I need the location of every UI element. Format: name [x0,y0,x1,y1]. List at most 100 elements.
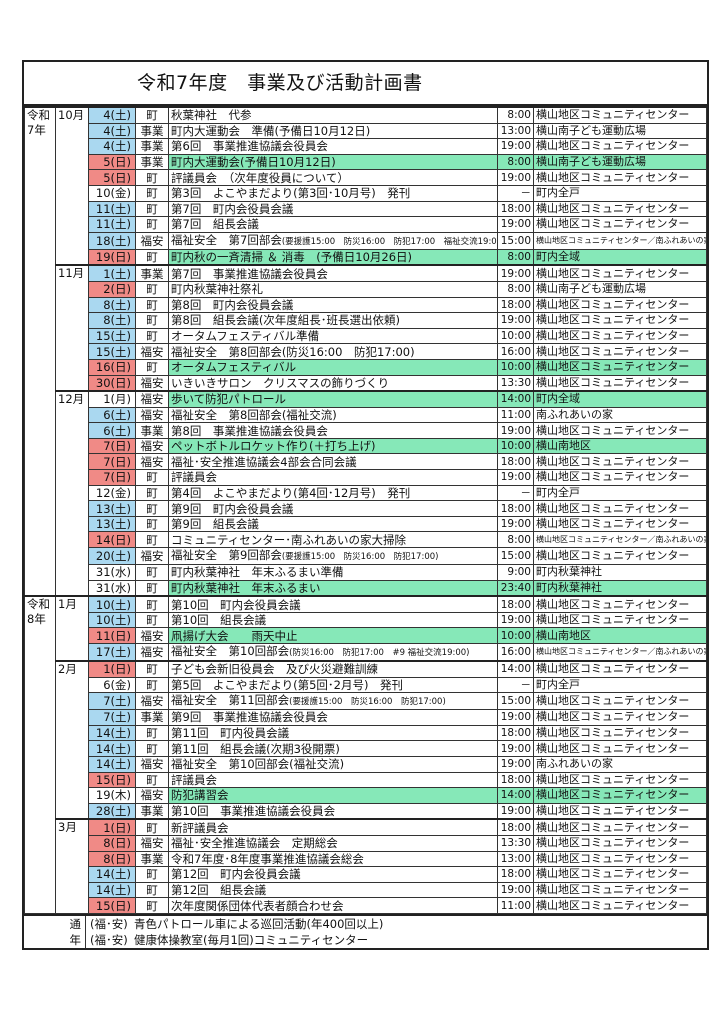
event-text: 福祉安全 第10回部会(福祉交流) [171,757,345,772]
time-cell: 18:00 [497,500,534,517]
place-cell: 横山地区コミュニティセンター [533,866,707,883]
time-cell: 10:00 [497,437,534,455]
time-cell: 10:00 [497,627,534,644]
table-row: 31(水) 町町内秋葉神社 年末ふるまい 23:40 町内秋葉神社 [25,579,707,597]
category-cell: 町 [135,897,169,914]
time-cell: 8:00 [497,105,534,124]
event-text: 福祉安全 第9回部会 [171,548,282,563]
event-text: 第12回 町内会役員会議 [171,867,301,882]
category-cell: 町 [135,771,169,789]
date-cell: 19(日) [88,248,136,266]
time-cell: 19:00 [497,881,534,899]
table-row: 5(日) 町評議員会 （次年度役員について） 19:00 横山地区コミュニティセンター [25,169,707,186]
time-cell: 11:00 [497,897,534,914]
place-cell: 横山地区コミュニティセンター [533,453,707,471]
place-cell: 横山地区コミュニティセンター [533,169,707,186]
date-cell: 31(水) [88,564,136,581]
table-row: 7(土) 福安 福祉安全 第11回部会(要援護15:00 防災16:00 防犯17:… [25,692,707,711]
table-row: 8(日) 福安 福祉･安全推進協議会 定期総会 13:30 横山地区コミュニティセンター [25,834,707,852]
table-row: 17(土) 福安 福祉安全 第10回部会(防災16:00 防犯17:00 #9 福祉… [25,643,707,662]
time-cell: 18:00 [497,771,534,789]
time-cell: 19:00 [497,515,534,533]
event-text: 町内秋の一斉清掃 ＆ 消毒 (予備日10月26日) [171,250,413,265]
time-cell: 19:00 [497,611,534,629]
date-cell: 4(土) [88,105,136,124]
event-text: 第10回 事業推進協議会役員会 [171,804,336,819]
table-row: 14(日) 町コミュニティセンター･南ふれあいの家大掃除 8:00 横山地区コミュニテ… [25,531,707,549]
date-cell: 1(土) [88,264,136,282]
time-cell: 19:00 [497,422,534,439]
month-cell: 10月 [55,105,89,266]
category-cell: 町 [135,105,169,124]
table-row: 令和 7年 10月 4(土) 町秋葉神社 代参 8:00 横山地区コミュニティセンター [24,105,707,597]
place-cell: 横山地区コミュニティセンター [533,515,707,533]
event-cell: 福祉安全 第10回部会(防災16:00 防犯17:00 #9 福祉交流19:00… [168,643,498,662]
table-row: 8(日) 事業 令和7年度･8年度事業推進協議会総会 13:00 横山地区コミュニティセ… [25,850,707,868]
event-text: 福祉安全 第8回部会(防災16:00 防犯17:00) [171,344,415,359]
table-row: 2(日) 町町内秋葉神社祭礼 8:00 横山南子ども運動広場 [25,280,707,298]
event-text: 町内大運動会(予備日10月12日) [171,155,336,170]
event-cell: 第9回 事業推進協議会役員会 [168,709,498,726]
event-note: (要援護15:00 防災16:00 防犯17:00) [281,552,439,563]
category-cell: 町 [135,881,169,899]
yearly-item-category: (福･安) [90,916,128,931]
table-row: 11月 1(土) 事業 第7回 事業推進協議会役員会 19:00 横山地区コミュニティセン… [25,264,707,392]
event-cell: 歩いて防犯パトロール [168,390,498,408]
category-cell: 事業 [135,153,169,171]
month-cell: 11月 [55,264,89,392]
category-cell: 町 [135,659,169,678]
event-text: 次年度関係団体代表者顔合わせ会 [171,898,344,913]
table-row: 10(土) 町第10回 組長会議 19:00 横山地区コミュニティセンター [25,611,707,629]
event-text: 評議員会 （次年度役員について） [171,170,349,185]
event-text: 第10回 町内会役員会議 [171,597,301,612]
date-cell: 11(土) [88,216,136,233]
event-text: 福祉安全 第8回部会(福祉交流) [171,407,337,422]
era-label: 令和 [27,597,50,612]
era-cell: 令和 8年 [24,595,56,914]
event-text: 防犯講習会 [171,788,229,803]
time-cell: 23:40 [497,579,534,597]
time-cell: 16:00 [497,643,534,662]
time-cell: 18:00 [497,866,534,883]
document-title: 令和7年度 事業及び活動計画書 [24,62,707,106]
time-cell: 8:00 [497,531,534,549]
place-cell: 町内全戸 [533,184,707,202]
event-text: 第5回 よこやまだより(第5回･2月号) 発刊 [171,677,403,692]
time-cell: 19:00 [497,755,534,773]
table-row: 10(金) 町第3回 よこやまだより(第3回･10月号) 発刊 －町内全戸 [25,184,707,202]
table-row: 15(土) 福安 福祉安全 第8回部会(防災16:00 防犯17:00) 16:00 横… [25,343,707,360]
month-cell: 1月 [55,595,89,662]
event-text: 第8回 町内会役員会議 [171,297,294,312]
table-row: 令和 8年 1月 10(土) 町第10回 町内会役員会議 18:00 横山地区コミュニティセ… [24,595,707,914]
category-cell: 事業 [135,122,169,140]
place-cell: 町内秋葉神社 [533,579,707,597]
table-row: 19(日) 町町内秋の一斉清掃 ＆ 消毒 (予備日10月26日) 8:00 町内全域 [25,248,707,266]
date-cell: 18(土) [88,231,136,250]
event-cell: 秋葉神社 代参 [168,105,498,124]
time-cell: 19:00 [497,264,534,282]
event-text: 評議員会 [171,772,217,787]
date-cell: 19(木) [88,787,136,804]
category-cell: 町 [135,676,169,694]
time-cell: 11:00 [497,406,534,424]
date-cell: 14(土) [88,724,136,742]
time-cell: － [497,184,534,202]
table-row: 12月 1(月) 福安 歩いて防犯パトロール 14:00 町内全域 [25,390,707,597]
date-cell: 4(土) [88,122,136,140]
event-text: 第8回 組長会議(次年度組長･班長選出依頼) [171,313,401,328]
table-row: 14(土) 町第11回 町内役員会議 18:00 横山地区コミュニティセンター [25,724,707,742]
event-cell: 評議員会 [168,771,498,789]
time-cell: 15:00 [497,231,534,250]
place-cell: 横山地区コミュニティセンター [533,422,707,439]
event-cell: 第10回 事業推進協議会役員会 [168,802,498,820]
event-cell: 福祉安全 第7回部会(要援護15:00 防災16:00 防犯17:00 福祉交流… [168,231,498,250]
event-cell: 第9回 町内会役員会議 [168,500,498,517]
category-cell: 町 [135,200,169,218]
event-cell: 第7回 事業推進協議会役員会 [168,264,498,282]
event-text: 第12回 組長会議 [171,883,267,898]
time-cell: 18:00 [497,200,534,218]
time-cell: 19:00 [497,216,534,233]
event-text: オータムフェスティバル準備 [171,329,320,344]
table-row: 4(土) 事業 町内大運動会 準備(予備日10月12日) 13:00 横山南子ども運動広… [25,122,707,140]
event-text: 秋葉神社 代参 [171,108,252,123]
